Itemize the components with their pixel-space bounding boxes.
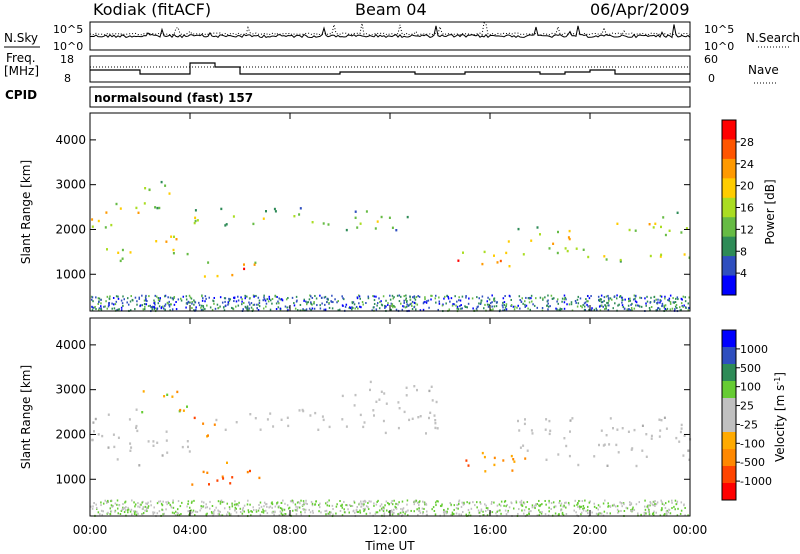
colorbar-swatch <box>722 178 736 199</box>
colorbar-tick-label: 4 <box>740 267 747 280</box>
x-tick-label: 20:00 <box>573 523 608 537</box>
colorbar-swatch <box>722 347 736 365</box>
noise-ytick-bottom: 10^0 <box>53 40 83 53</box>
y-tick-label: 3000 <box>55 178 86 192</box>
colorbar-tick-label: 100 <box>740 381 761 394</box>
colorbar-swatch <box>722 466 736 484</box>
colorbar-tick-label: 28 <box>740 136 754 149</box>
velocity-yticks: 4000 3000 2000 1000 <box>55 338 690 486</box>
date-title: 06/Apr/2009 <box>590 0 690 19</box>
y-tick-label: 4000 <box>55 133 86 147</box>
colorbar-tick-label: 12 <box>740 223 754 236</box>
y-tick-label: 2000 <box>55 222 86 236</box>
colorbar-tick-label: 1000 <box>740 343 768 356</box>
noise-ytick-right-top: 10^5 <box>704 23 734 36</box>
noise-ytick-top: 10^5 <box>53 23 83 36</box>
noise-ytick-right-bottom: 10^0 <box>704 40 734 53</box>
station-title: Kodiak (fitACF) <box>93 0 211 19</box>
freq-right-label: Nave <box>748 63 779 77</box>
colorbar-swatch <box>722 381 736 399</box>
colorbar-swatch <box>722 197 736 218</box>
noise-right-label: N.Search <box>746 31 800 45</box>
freq-left-label-1: Freq. <box>6 51 36 65</box>
colorbar-swatch <box>722 483 736 501</box>
y-tick-label: 2000 <box>55 427 86 441</box>
colorbar-swatch <box>722 449 736 467</box>
freq-left-label-2: [MHz] <box>4 64 39 78</box>
colorbar-swatch <box>722 139 736 160</box>
x-axis-ticks: 00:00 04:00 08:00 12:00 16:00 20:00 00:00 <box>73 113 708 537</box>
x-tick-label: 08:00 <box>273 523 308 537</box>
x-tick-label: 04:00 <box>173 523 208 537</box>
freq-panel: Freq. [MHz] 18 8 60 0 Nave <box>4 51 779 85</box>
velocity-ylabel: Slant Range [km] <box>19 365 33 469</box>
colorbar-swatch <box>722 275 736 296</box>
noise-sky-line <box>89 24 691 39</box>
colorbar-tick-label: 8 <box>740 245 747 258</box>
colorbar-tick-label: 20 <box>740 180 754 193</box>
power-colorbar-label: Power [dB] <box>763 179 777 244</box>
colorbar-tick-label: -100 <box>740 437 765 450</box>
noise-search-line <box>89 22 691 36</box>
power-panel: 4000 3000 2000 1000 Slant Range [km] 28 24 20… <box>19 112 777 313</box>
y-tick-label: 1000 <box>55 267 86 281</box>
colorbar-swatch <box>722 330 736 348</box>
beam-title: Beam 04 <box>355 0 427 19</box>
cpid-label: CPID <box>5 88 37 102</box>
colorbar-swatch <box>722 120 736 140</box>
x-tick-label: 00:00 <box>73 523 108 537</box>
colorbar-swatch <box>722 256 736 277</box>
colorbar-swatch <box>722 415 736 433</box>
power-heatmap <box>90 180 691 313</box>
freq-ytick-right-bottom: 0 <box>708 72 715 85</box>
colorbar-swatch <box>722 364 736 382</box>
noise-left-label: N.Sky <box>4 31 38 45</box>
colorbar-tick-label: 500 <box>740 362 761 375</box>
velocity-heatmap <box>90 380 692 518</box>
y-tick-label: 1000 <box>55 472 86 486</box>
y-tick-label: 4000 <box>55 338 86 352</box>
colorbar-tick-label: 25 <box>740 400 754 413</box>
freq-ytick-bottom: 8 <box>64 72 71 85</box>
colorbar-tick-label: -1000 <box>740 475 772 488</box>
velocity-panel: 4000 3000 2000 1000 Slant Range [km] 1000 50… <box>19 317 788 518</box>
colorbar-tick-label: -500 <box>740 456 765 469</box>
freq-ytick-top: 18 <box>60 53 74 66</box>
x-tick-label: 12:00 <box>373 523 408 537</box>
cpid-value: normalsound (fast) 157 <box>94 91 253 105</box>
colorbar-swatch <box>722 432 736 450</box>
colorbar-swatch <box>722 217 736 238</box>
power-colorbar: 28 24 20 16 12 8 4 <box>721 119 754 296</box>
noise-panel: N.Sky 10^5 10^0 10^5 10^0 N.Search <box>4 21 800 53</box>
x-axis-label: Time UT <box>364 539 415 553</box>
x-tick-label: 16:00 <box>473 523 508 537</box>
colorbar-tick-label: -25 <box>740 418 758 431</box>
colorbar-swatch <box>722 158 736 179</box>
x-tick-label: 00:00 <box>673 523 708 537</box>
freq-line <box>90 62 690 75</box>
colorbar-tick-label: 16 <box>740 202 754 215</box>
power-ylabel: Slant Range [km] <box>19 160 33 264</box>
power-yticks: 4000 3000 2000 1000 <box>55 133 690 281</box>
colorbar-swatch <box>722 236 736 257</box>
velocity-colorbar-label: Velocity [m s-1] <box>773 372 788 462</box>
y-tick-label: 3000 <box>55 383 86 397</box>
velocity-colorbar: 1000 500 100 25 -25 -100 -500 -1000 <box>721 329 772 501</box>
freq-ytick-right-top: 60 <box>704 53 718 66</box>
colorbar-swatch <box>722 398 736 416</box>
colorbar-tick-label: 24 <box>740 158 754 171</box>
